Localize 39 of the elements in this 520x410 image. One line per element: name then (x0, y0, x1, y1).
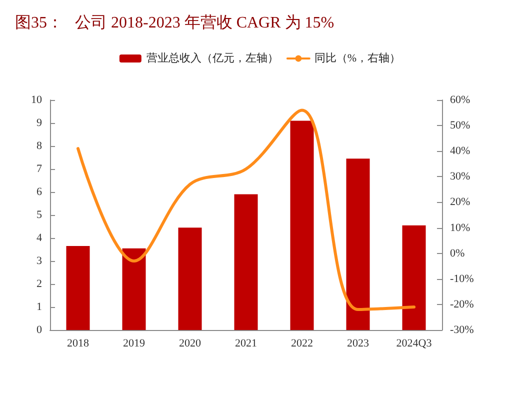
legend-label: 营业总收入（亿元，左轴） (146, 52, 278, 64)
bar (234, 194, 258, 330)
x-tick-label: 2019 (123, 338, 146, 350)
y-tick-label: 9 (36, 117, 42, 129)
bar (402, 225, 426, 330)
bar (290, 120, 314, 330)
y-tick-label: 5 (36, 209, 42, 221)
y2-tick-label: -30% (450, 324, 474, 336)
line-series (76, 108, 416, 312)
y2-tick-label: -20% (450, 298, 474, 310)
x-tick-label: 2024Q3 (396, 338, 432, 350)
bar (122, 248, 146, 330)
bar (346, 158, 370, 330)
y2-tick-label: 50% (450, 120, 470, 132)
y-tick-label: 0 (36, 324, 42, 336)
legend-label: 同比（%，右轴） (314, 52, 401, 64)
y2-tick-label: -10% (450, 272, 474, 285)
y-tick-label: 6 (36, 186, 42, 198)
x-tick-label: 2023 (347, 338, 370, 350)
y2-tick-label: 30% (450, 170, 470, 183)
y2-tick-label: 0% (450, 247, 465, 260)
x-tick-label: 2020 (179, 338, 202, 350)
y-tick-label: 7 (36, 163, 42, 175)
bar (178, 228, 202, 330)
y2-tick-label: 40% (450, 145, 470, 158)
chart-title: 图35： 公司 2018-2023 年营收 CAGR 为 15% (15, 14, 334, 32)
y-tick-label: 1 (36, 301, 42, 313)
y-tick-label: 4 (36, 232, 42, 244)
bar (66, 246, 90, 330)
y2-tick-label: 10% (450, 222, 470, 234)
x-tick-label: 2018 (67, 338, 90, 350)
y2-tick-label: 60% (450, 94, 470, 106)
x-tick-label: 2022 (291, 338, 313, 350)
x-tick-label: 2021 (235, 338, 257, 350)
y-tick-label: 2 (36, 278, 42, 290)
y-tick-label: 10 (31, 94, 42, 106)
y-tick-label: 3 (36, 255, 42, 267)
y2-tick-label: 20% (450, 196, 470, 208)
y-tick-label: 8 (36, 140, 42, 152)
